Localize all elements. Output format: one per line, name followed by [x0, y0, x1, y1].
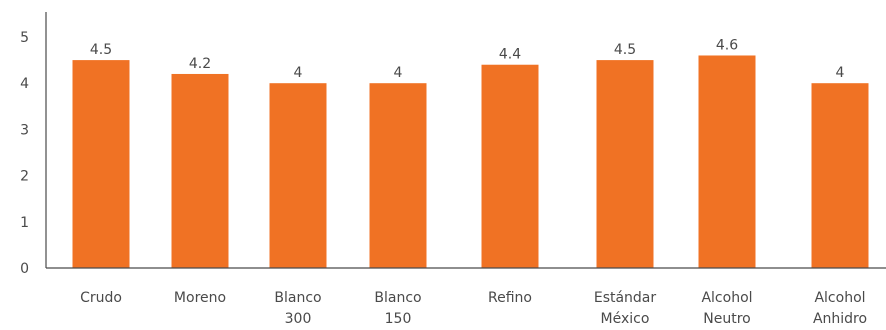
- bars: [72, 55, 869, 269]
- bar: [698, 55, 756, 269]
- bar-value-label: 4: [836, 65, 845, 81]
- bar: [811, 83, 869, 268]
- bar: [171, 73, 229, 269]
- bar-value-label: 4.4: [499, 47, 521, 63]
- x-category-label: Refino: [488, 290, 532, 306]
- x-category-label-line: Anhidro: [813, 311, 867, 327]
- bar: [596, 60, 654, 268]
- x-category-label-line: México: [601, 311, 650, 327]
- y-tick-label: 4: [20, 76, 29, 92]
- bar-value-label: 4.5: [614, 42, 636, 58]
- x-category-label-line: Estándar: [594, 290, 657, 306]
- x-category-label-line: Neutro: [703, 311, 750, 327]
- x-category-label-line: Alcohol: [701, 290, 752, 306]
- x-category-label-line: 150: [385, 311, 412, 327]
- y-tick-label: 3: [20, 122, 29, 138]
- x-category-label-line: Moreno: [174, 290, 226, 306]
- x-category-label-line: Blanco: [274, 290, 321, 306]
- bar: [369, 83, 427, 268]
- bar-value-label: 4: [394, 65, 403, 81]
- y-tick-label: 5: [20, 30, 29, 46]
- bar: [269, 83, 327, 268]
- bar: [481, 64, 539, 268]
- x-category-label: Estándar México: [594, 290, 657, 327]
- x-category-label-line: 300: [285, 311, 312, 327]
- x-category-label: Blanco 300: [274, 290, 321, 327]
- x-category-label: Alcohol Neutro: [701, 290, 752, 327]
- value-labels: 4.5 4.2 4 4 4.4 4.5 4.6 4: [90, 37, 845, 81]
- y-axis-ticks: 0 1 2 3 4 5: [20, 30, 29, 277]
- bar-value-label: 4.6: [716, 37, 738, 53]
- x-category-label: Crudo: [80, 290, 122, 306]
- bar-value-label: 4: [294, 65, 303, 81]
- x-category-label-line: Crudo: [80, 290, 122, 306]
- bar: [72, 60, 130, 268]
- x-category-label: Moreno: [174, 290, 226, 306]
- x-category-label-line: Alcohol: [814, 290, 865, 306]
- y-tick-label: 1: [20, 215, 29, 231]
- y-tick-label: 2: [20, 169, 29, 185]
- x-category-label: Alcohol Anhidro: [813, 290, 867, 327]
- y-tick-label: 0: [20, 261, 29, 277]
- bar-value-label: 4.2: [189, 56, 211, 72]
- x-category-label-line: Refino: [488, 290, 532, 306]
- x-axis-labels: Crudo Moreno Blanco 300 Blanco 150 Refino Están…: [80, 290, 867, 327]
- x-category-label-line: Blanco: [374, 290, 421, 306]
- x-category-label: Blanco 150: [374, 290, 421, 327]
- bar-value-label: 4.5: [90, 42, 112, 58]
